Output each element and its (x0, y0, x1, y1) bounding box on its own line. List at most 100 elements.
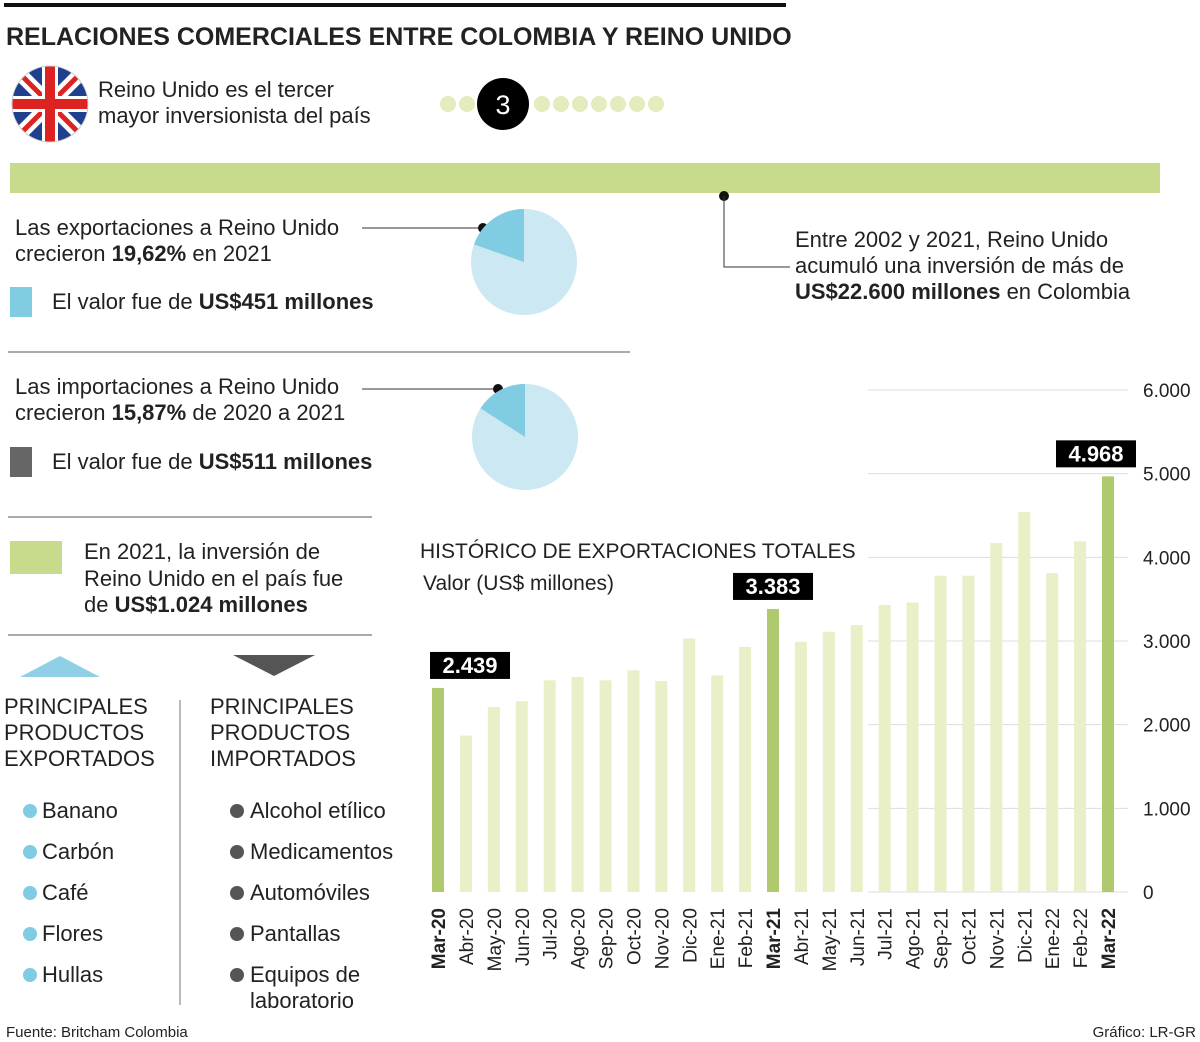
bullet (230, 886, 244, 900)
bar (990, 543, 1003, 892)
bar (655, 681, 668, 892)
x-tick-label: Oct-21 (959, 908, 980, 965)
bullet (230, 804, 244, 818)
x-tick-label: May-21 (820, 908, 841, 971)
product-item: Hullas (42, 962, 103, 987)
investment-2021-value: US$1.024 millones (115, 592, 308, 617)
investment-text: en Colombia (1000, 279, 1130, 304)
bar (487, 707, 500, 892)
value-label: 2.439 (442, 653, 497, 678)
exports-text: en 2021 (186, 241, 272, 266)
pie-slice (473, 209, 524, 262)
products-heading: PRODUCTOS (210, 720, 350, 745)
imports-text: crecieron (15, 400, 112, 425)
investment-text: acumuló una inversión de más de (795, 253, 1124, 278)
y-tick-label: 0 (1143, 883, 1154, 904)
y-tick-label: 3.000 (1143, 632, 1191, 653)
imports-value: US$511 millones (199, 449, 373, 474)
bar (1102, 476, 1114, 892)
uk-flag (11, 65, 89, 143)
products-heading: IMPORTADOS (210, 746, 356, 771)
x-tick-label: Jun-21 (848, 908, 869, 966)
product-item: Flores (42, 921, 103, 946)
export-triangle (20, 656, 100, 677)
x-tick-label: Ago-20 (569, 908, 590, 969)
investment-2021-text: de US$1.024 millones (84, 592, 308, 617)
imports-value-text: El valor fue de US$511 millones (52, 449, 372, 474)
value-label-box (1056, 440, 1136, 468)
import-triangle (233, 655, 315, 676)
bar (934, 575, 947, 892)
value-label: 4.968 (1068, 441, 1123, 466)
bar (878, 605, 891, 892)
x-tick-label: Jun-20 (513, 908, 534, 966)
imports-text: de 2020 a 2021 (186, 400, 345, 425)
bar (822, 631, 835, 892)
bar (1018, 512, 1031, 892)
y-tick-label: 6.000 (1143, 381, 1191, 402)
bullet (230, 927, 244, 941)
bullet (23, 968, 37, 982)
credit: Gráfico: LR-GR (1093, 1024, 1197, 1041)
x-tick-label: Jul-21 (876, 908, 897, 960)
value-label-box (733, 572, 813, 600)
y-tick-label: 5.000 (1143, 465, 1191, 486)
bar (459, 735, 472, 892)
x-tick-label: Abr-21 (792, 908, 813, 965)
bar (683, 638, 696, 892)
x-tick-label: Mar-21 (764, 908, 785, 970)
imports-text: crecieron 15,87% de 2020 a 2021 (15, 400, 345, 425)
x-tick-label: Feb-21 (736, 908, 757, 968)
product-item: Banano (42, 798, 118, 823)
y-tick-label: 4.000 (1143, 548, 1191, 569)
product-item: Carbón (42, 839, 114, 864)
bar (432, 687, 444, 892)
exports-text: crecieron 19,62% en 2021 (15, 241, 272, 266)
investment-value: US$22.600 millones (795, 279, 1000, 304)
green-band (10, 163, 1160, 193)
bar (515, 701, 528, 892)
bullet (23, 804, 37, 818)
exports-growth: 19,62% (112, 241, 187, 266)
products-heading: PRINCIPALES (210, 694, 354, 719)
bar (711, 675, 724, 892)
top-bar (4, 3, 786, 7)
ranking-text: Reino Unido es el tercer (98, 77, 334, 102)
bullet (23, 845, 37, 859)
imports-growth: 15,87% (112, 400, 187, 425)
value-label-box (430, 651, 510, 679)
product-item: Pantallas (250, 921, 341, 946)
bar (767, 608, 779, 892)
x-tick-label: Mar-20 (429, 908, 450, 969)
y-tick-label: 1.000 (1143, 799, 1191, 820)
pie-slice (480, 384, 525, 437)
products-heading: EXPORTADOS (4, 746, 155, 771)
x-tick-label: Abr-20 (457, 908, 478, 965)
bar (739, 646, 752, 892)
products: PRINCIPALESPRODUCTOSEXPORTADOSBananoCarb… (4, 694, 393, 1013)
bar (599, 680, 612, 892)
x-tick-label: Dic-20 (680, 908, 701, 963)
bar (571, 676, 584, 892)
product-item-line: laboratorio (250, 988, 354, 1013)
exports-value-text: El valor fue de (52, 289, 199, 314)
investment-2021-text: En 2021, la inversión de (84, 539, 320, 564)
x-tick-label: Feb-22 (1071, 908, 1092, 968)
x-tick-label: Jul-20 (541, 908, 562, 960)
bullet (230, 968, 244, 982)
bar (962, 575, 975, 892)
pointer-line (723, 196, 790, 268)
product-item-line: Equipos de (250, 962, 360, 987)
ranking-text: mayor inversionista del país (98, 103, 371, 128)
imports-value-text: El valor fue de (52, 449, 199, 474)
legend-swatch (10, 287, 32, 317)
bar-chart: HISTÓRICO DE EXPORTACIONES TOTALES Valor … (420, 381, 1191, 971)
exports-text: Las exportaciones a Reino Unido (15, 215, 339, 240)
products-heading: PRINCIPALES (4, 694, 148, 719)
bar (1074, 541, 1087, 892)
bar (1046, 573, 1059, 892)
bar (906, 602, 919, 892)
bar (794, 641, 807, 892)
